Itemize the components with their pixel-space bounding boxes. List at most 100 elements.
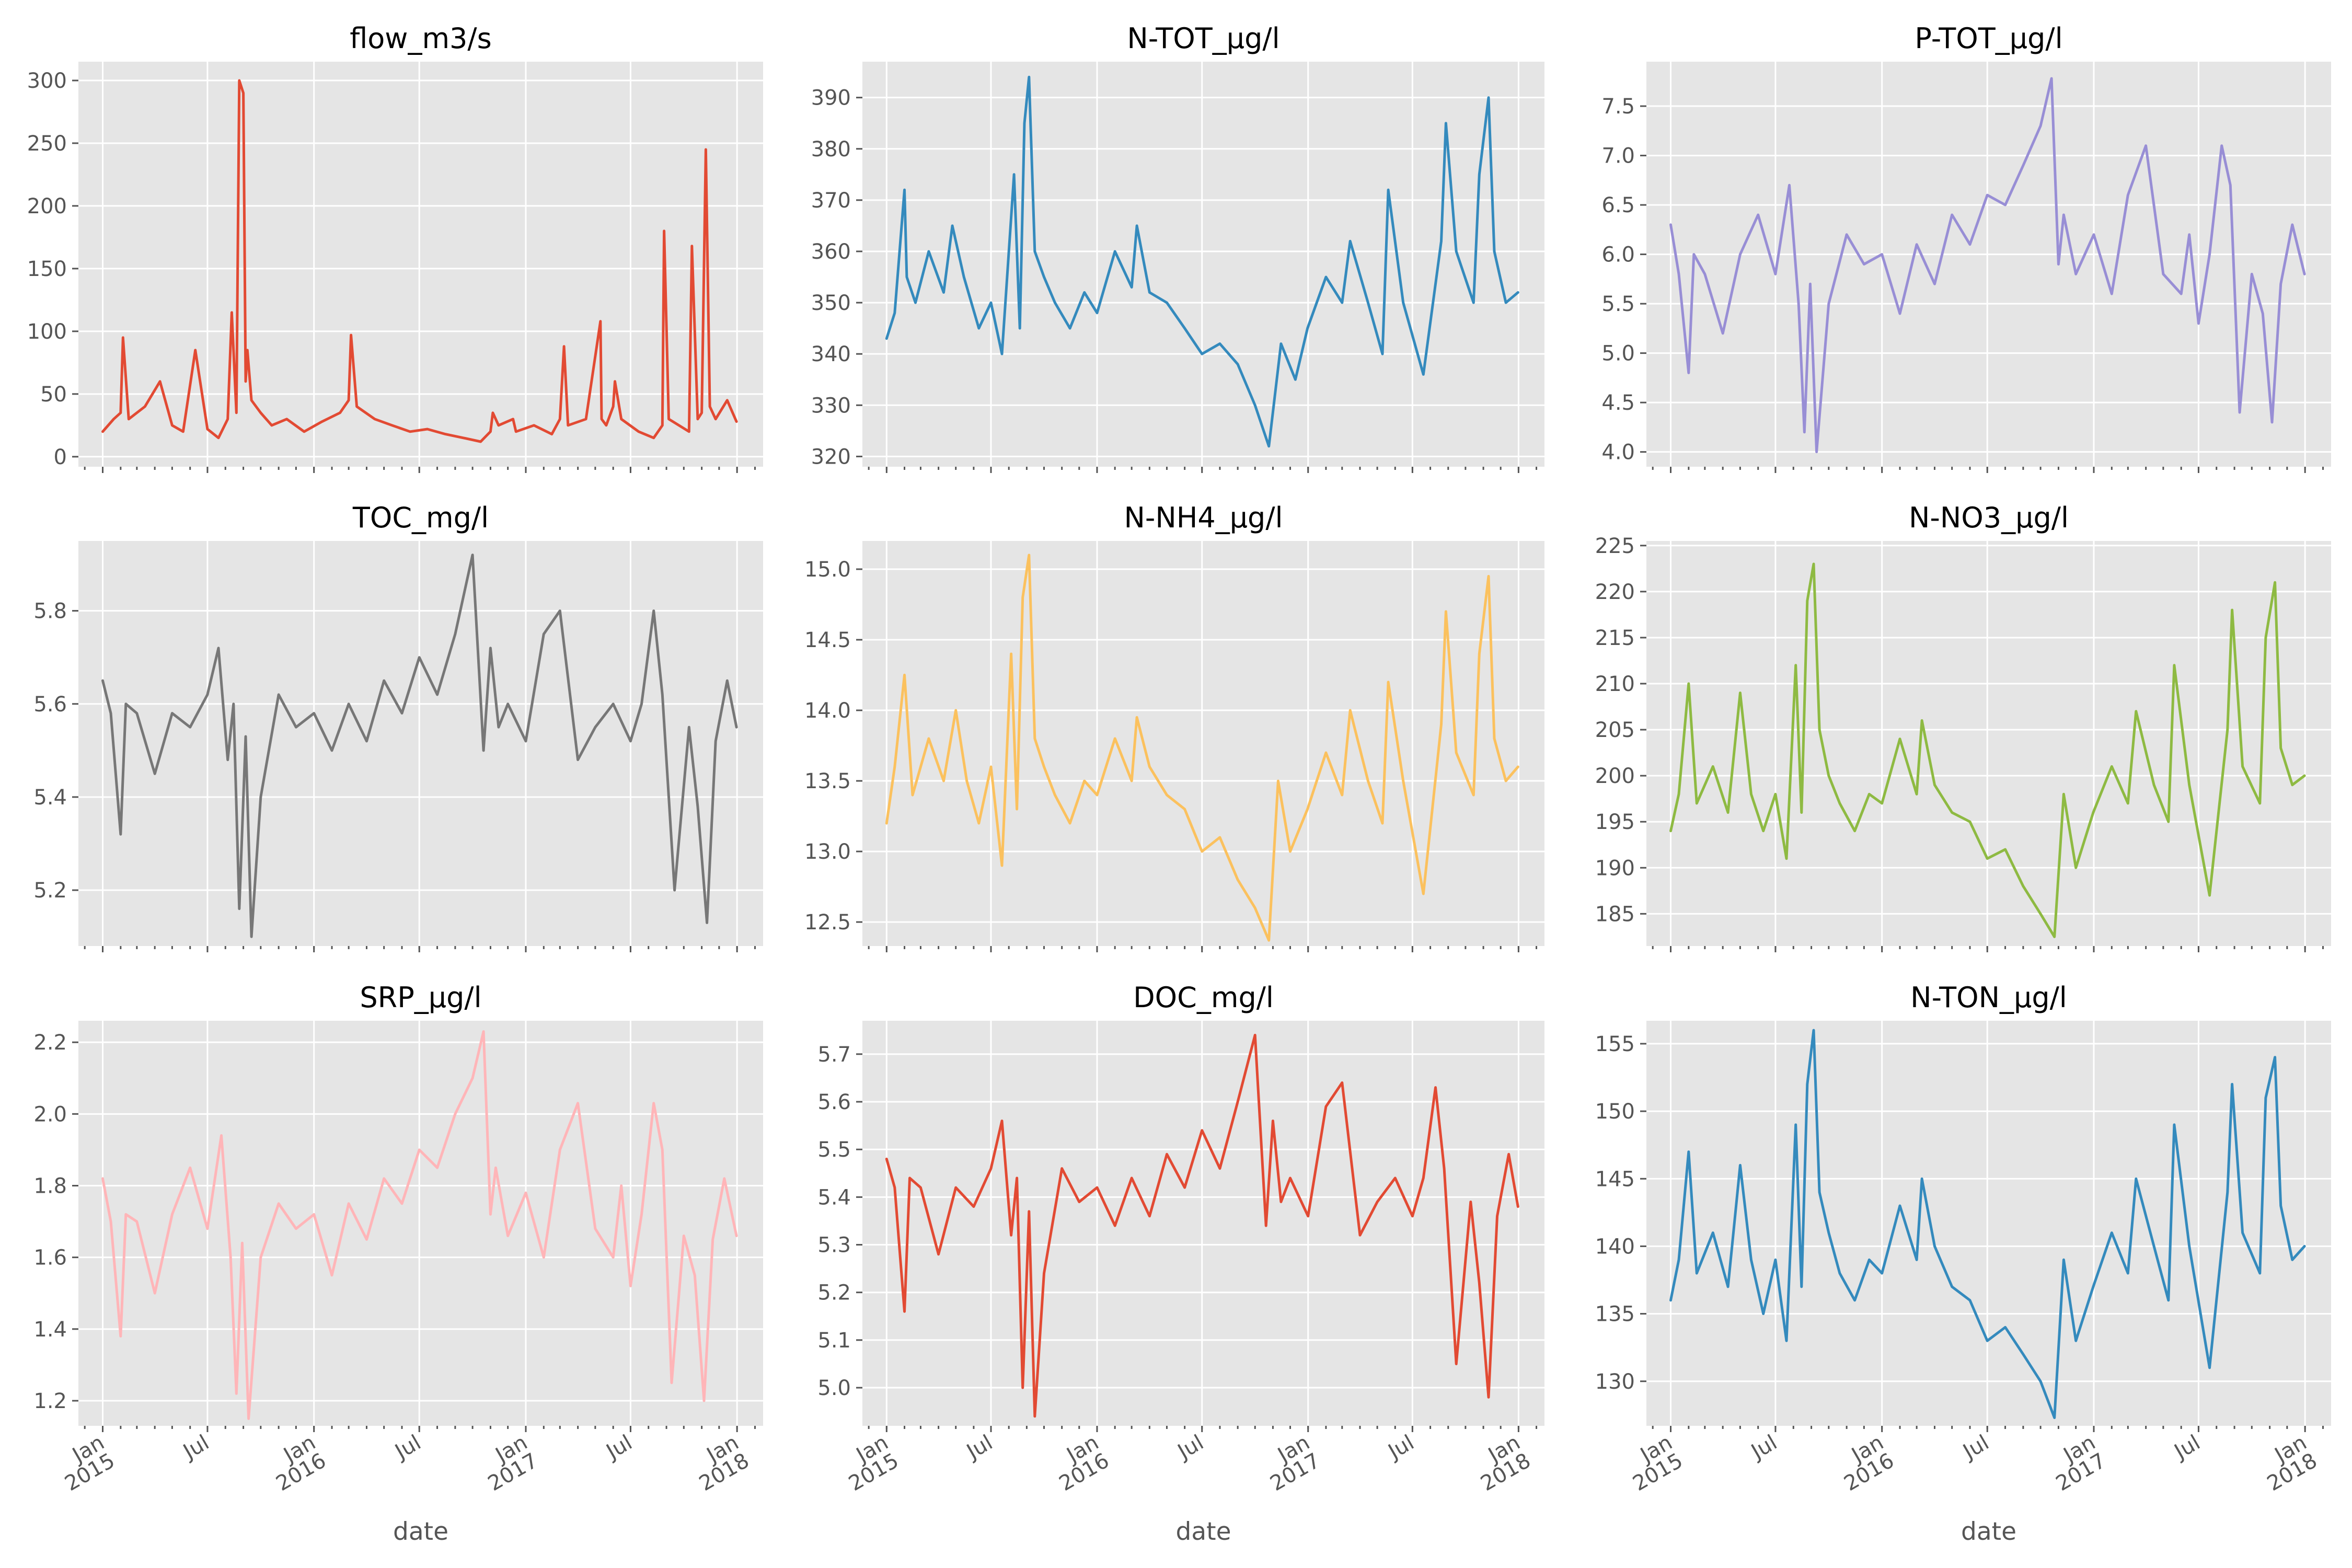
- y-tick-label: 225: [1595, 534, 1635, 558]
- panel-8: 5.0 5.1 5.2 5.3 5.4 5.5 5.6 5.7 Jan2015 Jul Jan201…: [817, 981, 1544, 1546]
- x-axis-label: date: [1176, 1517, 1231, 1546]
- series-line: [885, 1033, 1519, 1418]
- plot-background: [862, 1021, 1544, 1426]
- y-tick-label: 390: [811, 86, 851, 110]
- y-tick-label: 135: [1595, 1302, 1635, 1327]
- x-tick-label: Jan2016: [1045, 1431, 1113, 1496]
- y-tick-label: 6.5: [1601, 193, 1635, 217]
- plot-background: [862, 62, 1544, 467]
- plot-background: [862, 541, 1544, 946]
- panel-title: DOC_mg/l: [1133, 981, 1274, 1014]
- x-tick-label: Jul: [390, 1431, 425, 1465]
- y-tick-label: 155: [1595, 1032, 1635, 1056]
- y-tick-label: 220: [1595, 580, 1635, 604]
- panel-title: N-NO3_µg/l: [1909, 501, 2069, 534]
- panel-title: flow_m3/s: [350, 22, 492, 55]
- y-tick-label: 5.5: [817, 1138, 851, 1162]
- y-tick-label: 370: [811, 189, 851, 213]
- y-tick-label: 380: [811, 137, 851, 162]
- x-tick-label: Jan2016: [1830, 1431, 1898, 1496]
- x-axis-label: date: [1961, 1517, 2016, 1546]
- y-tick-label: 130: [1595, 1370, 1635, 1394]
- y-tick-label: 205: [1595, 718, 1635, 742]
- x-tick-label: Jul: [1958, 1431, 1993, 1465]
- panel-2: 320 330 340 350 360 370 380 390 N-TOT_µg/l: [811, 22, 1544, 473]
- y-tick-label: 5.3: [817, 1233, 851, 1258]
- series-line: [885, 75, 1519, 448]
- x-tick-label: Jan2018: [2253, 1431, 2321, 1496]
- y-tick-label: 5.8: [33, 599, 67, 624]
- y-tick-label: 5.2: [817, 1281, 851, 1305]
- panel-4: 5.2 5.4 5.6 5.8 TOC_mg/l: [33, 501, 763, 952]
- y-tick-label: 300: [27, 69, 67, 93]
- y-tick-label: 14.5: [804, 628, 851, 652]
- x-axis-label: date: [393, 1517, 448, 1546]
- y-tick-label: 100: [27, 320, 67, 344]
- y-tick-label: 210: [1595, 672, 1635, 696]
- panel-3: 4.0 4.5 5.0 5.5 6.0 6.5 7.0 7.5 P-TOT_µg/l: [1601, 22, 2331, 473]
- plot-background: [78, 1021, 763, 1426]
- x-tick-label: Jan2015: [1618, 1431, 1687, 1496]
- y-tick-label: 195: [1595, 810, 1635, 834]
- x-tick-label: Jan2017: [2042, 1431, 2110, 1496]
- x-tick-label: Jan2018: [685, 1431, 753, 1496]
- y-tick-label: 15.0: [804, 558, 851, 582]
- panel-title: SRP_µg/l: [360, 981, 481, 1014]
- series-line: [1669, 77, 2306, 454]
- y-tick-label: 5.4: [33, 786, 67, 810]
- x-tick-label: Jul: [962, 1431, 997, 1465]
- y-tick-label: 185: [1595, 902, 1635, 926]
- panel-1: 0 50 100 150 200 250 300 flow_m3/s: [27, 22, 763, 473]
- y-tick-label: 5.5: [1601, 292, 1635, 316]
- panel-title: N-TOT_µg/l: [1127, 22, 1279, 55]
- series-line: [101, 79, 738, 443]
- panel-5: 12.5 13.0 13.5 14.0 14.5 15.0 N-NH4_µg/l: [804, 501, 1544, 952]
- x-tick-label: Jul: [1746, 1431, 1781, 1465]
- y-tick-label: 5.6: [33, 693, 67, 717]
- y-tick-label: 12.5: [804, 910, 851, 935]
- x-tick-label: Jul: [178, 1431, 213, 1465]
- y-tick-label: 140: [1595, 1235, 1635, 1259]
- y-tick-label: 350: [811, 291, 851, 315]
- x-tick-label: Jan2018: [1466, 1431, 1535, 1496]
- panel-title: N-TON_µg/l: [1910, 981, 2067, 1014]
- y-tick-label: 340: [811, 342, 851, 366]
- plot-background: [1646, 62, 2331, 467]
- y-tick-label: 7.0: [1601, 144, 1635, 168]
- y-tick-label: 320: [811, 445, 851, 469]
- x-tick-label: Jan2015: [50, 1431, 119, 1496]
- y-tick-label: 250: [27, 132, 67, 156]
- x-tick-label: Jul: [1383, 1431, 1418, 1465]
- y-tick-label: 0: [54, 445, 67, 469]
- y-tick-label: 145: [1595, 1167, 1635, 1191]
- plot-background: [1646, 1021, 2331, 1426]
- y-tick-label: 200: [1595, 764, 1635, 788]
- y-tick-label: 14.0: [804, 699, 851, 723]
- panel-title: TOC_mg/l: [352, 501, 489, 534]
- y-tick-label: 13.0: [804, 840, 851, 864]
- panel-title: P-TOT_µg/l: [1915, 22, 2062, 55]
- x-tick-label: Jan2015: [834, 1431, 903, 1496]
- y-tick-label: 4.5: [1601, 391, 1635, 415]
- y-tick-label: 5.2: [33, 879, 67, 903]
- y-tick-label: 2.2: [33, 1031, 67, 1055]
- y-tick-label: 5.7: [817, 1043, 851, 1067]
- panel-6: 185 190 195 200 205 210 215 220 225 N-NO3_µg/l: [1595, 501, 2331, 952]
- y-tick-label: 50: [40, 383, 67, 407]
- plot-background: [1646, 541, 2331, 946]
- y-tick-label: 5.4: [817, 1185, 851, 1209]
- panel-9: 130 135 140 145 150 155 Jan2015 Jul Jan2016 Jul Ja…: [1595, 981, 2331, 1546]
- y-tick-label: 6.0: [1601, 243, 1635, 267]
- y-tick-label: 330: [811, 394, 851, 418]
- y-tick-label: 1.2: [33, 1389, 67, 1413]
- series-line: [885, 554, 1519, 942]
- panel-7: 1.2 1.4 1.6 1.8 2.0 2.2 Jan2015 Jul Jan2016 Jul Ja…: [33, 981, 763, 1546]
- y-tick-label: 1.8: [33, 1174, 67, 1198]
- x-tick-label: Jan2017: [474, 1431, 542, 1496]
- plot-background: [78, 62, 763, 467]
- series-line: [101, 1030, 738, 1420]
- y-tick-label: 5.0: [817, 1376, 851, 1400]
- y-tick-label: 215: [1595, 626, 1635, 650]
- y-tick-label: 150: [27, 257, 67, 281]
